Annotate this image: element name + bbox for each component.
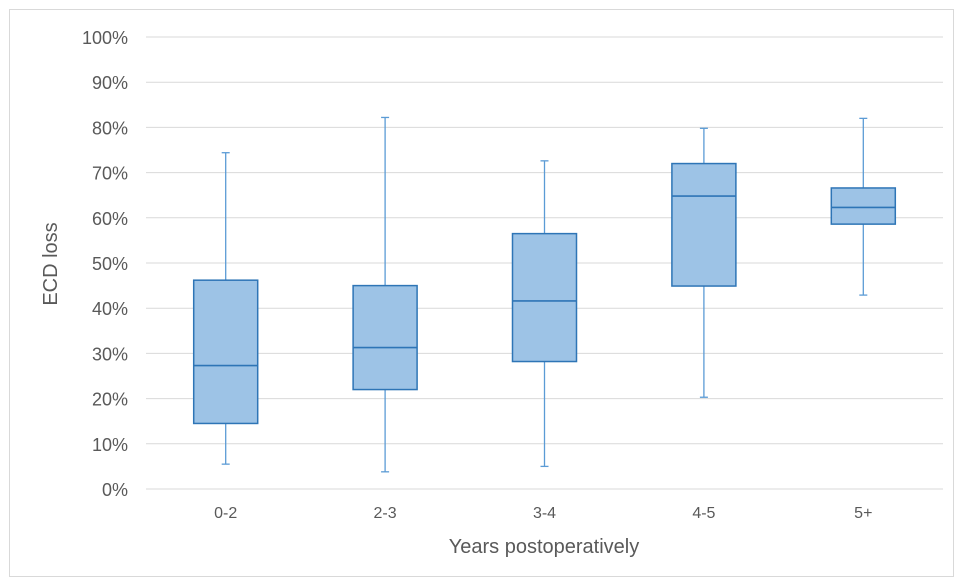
boxes	[192, 116, 897, 473]
box-3-4	[511, 160, 578, 468]
x-tick-label: 2-3	[374, 505, 397, 522]
box-iqr	[352, 284, 418, 391]
y-tick-label: 60%	[92, 209, 128, 229]
y-tick-label: 90%	[92, 73, 128, 93]
box-iqr	[192, 279, 259, 425]
y-tick-label: 10%	[92, 435, 128, 455]
y-tick-label: 40%	[92, 299, 128, 319]
y-tick-label: 80%	[92, 118, 128, 138]
y-axis-tick-labels: 0% 10% 20% 30% 40% 50% 60% 70% 80% 90% 100%	[82, 28, 128, 500]
box-2-3	[352, 116, 418, 473]
y-tick-label: 20%	[92, 390, 128, 410]
x-tick-label: 0-2	[214, 505, 237, 522]
y-axis-label: ECD loss	[40, 222, 62, 305]
box-5+	[830, 117, 897, 296]
chart-frame: 0% 10% 20% 30% 40% 50% 60% 70% 80% 90% 100% 0-2 2-3…	[9, 9, 954, 577]
y-tick-label: 30%	[92, 344, 128, 364]
box-plot-chart: 0% 10% 20% 30% 40% 50% 60% 70% 80% 90% 100% 0-2 2-3…	[40, 28, 943, 558]
box-0-2	[192, 152, 259, 465]
y-tick-label: 50%	[92, 254, 128, 274]
x-tick-label: 3-4	[533, 505, 556, 522]
box-4-5	[671, 127, 737, 398]
x-axis-tick-labels: 0-2 2-3 3-4 4-5 5+	[214, 505, 872, 522]
y-tick-label: 70%	[92, 164, 128, 184]
y-tick-label: 0%	[102, 480, 128, 500]
box-iqr	[511, 232, 578, 363]
x-axis-label: Years postoperatively	[449, 536, 640, 558]
box-iqr	[830, 187, 897, 225]
x-tick-label: 4-5	[692, 505, 715, 522]
y-tick-label: 100%	[82, 28, 128, 48]
box-iqr	[671, 162, 737, 287]
x-tick-label: 5+	[854, 505, 872, 522]
